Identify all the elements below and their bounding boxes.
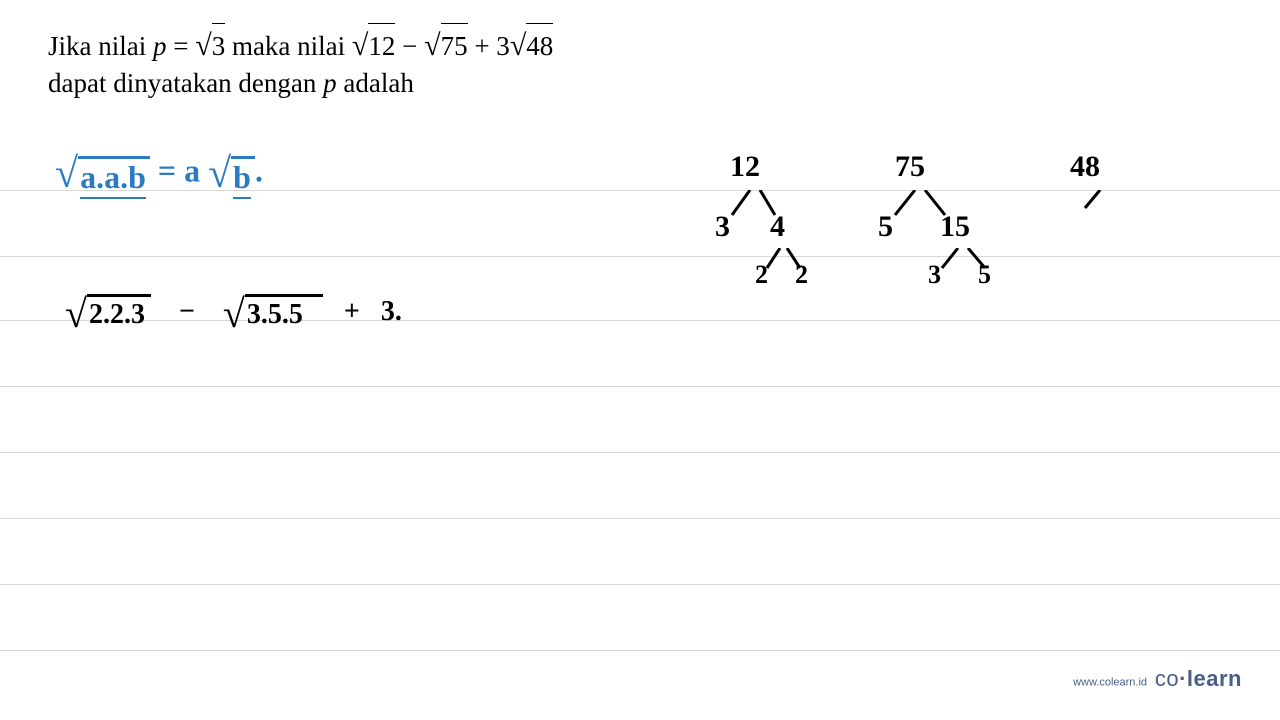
q-minus: − xyxy=(395,31,424,61)
q-sqrt75: √75 xyxy=(424,22,467,70)
ruled-line xyxy=(0,584,1280,585)
expression-line: √2.2.3 − √3.5.5 + 3. xyxy=(65,290,402,337)
expr-plus: + xyxy=(344,296,360,327)
q2-p: p xyxy=(323,68,337,98)
q-plus: + 3 xyxy=(468,31,510,61)
question-line-1: Jika nilai p = √3 maka nilai √12 − √75 +… xyxy=(48,22,553,70)
formula-coeff: a xyxy=(184,152,208,188)
tree-75-r: 15 xyxy=(940,210,970,244)
tree-75-root: 75 xyxy=(895,150,925,184)
ruled-line xyxy=(0,256,1280,257)
tree-75-l: 5 xyxy=(878,210,893,244)
q-sqrt3: √3 xyxy=(195,22,225,70)
tree-12-r: 4 xyxy=(770,210,785,244)
tree-75-rl: 3 xyxy=(928,260,941,290)
ruled-line xyxy=(0,386,1280,387)
formula-sqrt-rhs: √b xyxy=(208,150,255,201)
ruled-line xyxy=(0,650,1280,651)
tree-75-rr: 5 xyxy=(978,260,991,290)
formula-sqrt-lhs: √a.a.b xyxy=(55,150,150,201)
watermark: www.colearn.id co·learn xyxy=(1073,666,1242,692)
question-line-2: dapat dinyatakan dengan p adalah xyxy=(48,68,414,99)
ruled-line xyxy=(0,452,1280,453)
ruled-line xyxy=(0,518,1280,519)
q-text: Jika nilai xyxy=(48,31,153,61)
expr-sqrt-1: √2.2.3 xyxy=(65,290,151,337)
tree-12-root: 12 xyxy=(730,150,760,184)
expr-sqrt-2: √3.5.5 xyxy=(223,290,323,337)
q-mid: maka nilai xyxy=(225,31,352,61)
q-var-p: p xyxy=(153,31,167,61)
q-eq: = xyxy=(166,31,195,61)
tree-12-rr: 2 xyxy=(795,260,808,290)
brand-dot: · xyxy=(1179,666,1187,691)
tree-branch-icon xyxy=(1075,190,1115,212)
formula-handwriting: √a.a.b = a √b . xyxy=(55,150,263,201)
expr-three: 3. xyxy=(381,296,402,327)
tree-12-rl: 2 xyxy=(755,260,768,290)
brand-co: co xyxy=(1155,666,1179,691)
formula-eq: = xyxy=(158,152,184,188)
brand-learn: learn xyxy=(1187,666,1242,691)
formula-dot: . xyxy=(255,152,263,188)
tree-48-root: 48 xyxy=(1070,150,1100,184)
tree-12-l: 3 xyxy=(715,210,730,244)
q-sqrt48: √48 xyxy=(510,22,553,70)
q2-post: adalah xyxy=(337,68,414,98)
q-sqrt12: √12 xyxy=(352,22,395,70)
q2-pre: dapat dinyatakan dengan xyxy=(48,68,323,98)
expr-minus: − xyxy=(179,296,195,327)
watermark-url: www.colearn.id xyxy=(1073,676,1147,688)
